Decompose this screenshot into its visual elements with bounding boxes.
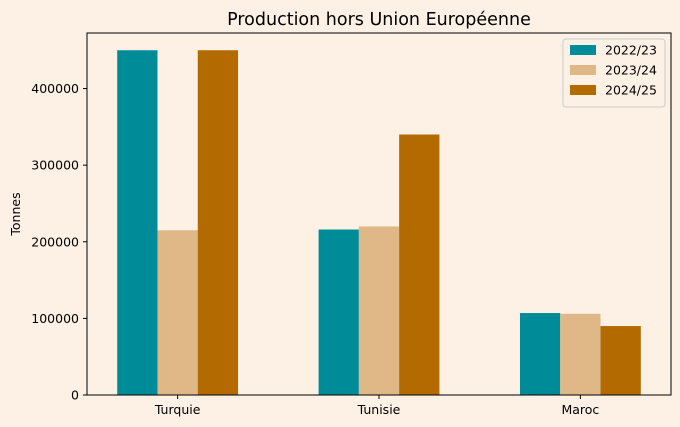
bar-maroc-2024-25 <box>600 326 641 395</box>
y-tick-label: 400000 <box>31 81 79 96</box>
plot-frame <box>86 32 672 396</box>
y-tick-label: 0 <box>71 388 79 403</box>
legend-swatch <box>570 65 596 75</box>
bar-turquie-2024-25 <box>197 50 239 395</box>
y-axis-label: Tonnes <box>8 192 23 236</box>
legend: 2022/23 2023/24 2024/25 <box>562 38 666 108</box>
legend-label: 2024/25 <box>605 83 657 98</box>
chart-title: Production hors Union Européenne <box>227 10 531 30</box>
bar-tunisie-2022-23 <box>318 229 359 395</box>
y-axis-ticks: 0 100000 200000 300000 400000 <box>31 81 87 403</box>
bar-turquie-2022-23 <box>117 50 158 395</box>
bar-maroc-2022-23 <box>519 313 561 395</box>
y-tick-label: 100000 <box>31 311 79 326</box>
y-tick-label: 300000 <box>31 158 79 173</box>
legend-swatch <box>570 45 596 55</box>
bar-maroc-2023-24 <box>560 313 601 395</box>
legend-label: 2022/23 <box>605 43 657 58</box>
bar-tunisie-2024-25 <box>399 134 440 395</box>
legend-label: 2023/24 <box>605 63 657 78</box>
bar-turquie-2023-24 <box>157 230 198 395</box>
y-tick-label: 200000 <box>31 234 79 249</box>
x-tick-label-tunisie: Tunisie <box>357 402 401 417</box>
x-tick-label-maroc: Maroc <box>561 402 599 417</box>
x-axis-ticks: Turquie Tunisie Maroc <box>154 395 599 417</box>
bars-group <box>117 50 641 395</box>
x-tick-label-turquie: Turquie <box>154 402 201 417</box>
bar-tunisie-2023-24 <box>358 226 400 395</box>
legend-swatch <box>570 85 596 95</box>
